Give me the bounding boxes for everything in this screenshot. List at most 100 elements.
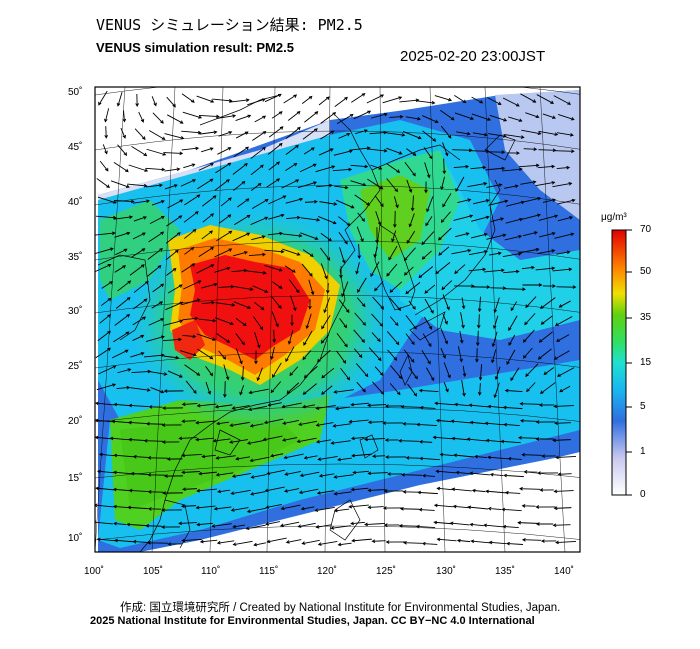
wind-arrow [418,266,434,279]
wind-arrow [145,422,164,426]
wind-arrow [216,114,237,119]
wind-arrow [132,232,146,240]
wind-arrow [398,438,420,443]
wind-arrow [182,487,198,492]
wind-arrow [264,249,285,254]
wind-arrow [417,490,438,495]
wind-arrow [471,96,484,104]
wind-arrow [198,471,217,476]
wind-arrow [557,113,575,121]
wind-arrow [454,264,466,275]
wind-arrow [472,285,491,289]
lon-label-130: 130˚ [436,566,457,577]
wind-arrow [235,317,247,327]
wind-arrow [553,350,570,360]
wind-arrow [521,504,536,508]
wind-arrow [252,130,267,141]
wind-arrow [120,127,127,139]
wind-arrow [506,349,516,366]
title-japanese: VENUS シミュレーション結果: PM2.5 [96,16,363,34]
wind-arrow [114,199,135,204]
wind-arrow [386,331,400,346]
wind-arrow [355,262,360,275]
wind-arrow [554,149,575,154]
wind-arrow [422,115,439,123]
wind-arrow [386,263,398,277]
wind-arrow [185,380,197,394]
wind-arrow [468,250,488,256]
wind-arrow [235,333,245,346]
wind-arrow [523,347,533,359]
wind-arrow [438,246,450,256]
wind-arrow [95,486,114,491]
wind-arrow [402,131,422,140]
wind-arrow [390,365,403,380]
wind-arrow [254,301,265,311]
wind-arrow [196,95,215,103]
wind-arrow [398,524,419,528]
wind-arrow [302,383,317,396]
wind-arrow [406,230,416,244]
wind-arrow [112,487,131,492]
wind-arrow [488,133,507,138]
wind-arrow [253,542,266,547]
wind-arrow [270,295,282,310]
wind-arrow [332,423,351,428]
wind-arrow [457,346,463,363]
wind-arrow [114,538,133,543]
wind-arrow [399,506,420,511]
wind-arrow [117,280,132,292]
wind-arrow [340,367,350,381]
wind-arrow [508,116,523,122]
wind-arrow [552,267,573,272]
wind-arrow [440,176,445,191]
wind-arrow [179,350,197,357]
wind-arrow [248,405,268,411]
wind-arrow [320,247,331,261]
wind-arrow [520,93,537,103]
wind-arrow [96,469,115,474]
wind-arrow [521,452,542,457]
wind-arrow [351,538,372,543]
wind-arrow [476,314,481,329]
wind-arrow [232,251,248,257]
wind-arrow [370,112,388,119]
wind-arrow [235,131,249,139]
wind-arrow [268,213,285,220]
wind-arrow [375,211,382,226]
wind-arrow [556,334,570,342]
wind-arrow [299,163,317,173]
wind-arrow [367,471,388,476]
wind-arrow [386,178,398,193]
wind-arrow [266,469,285,475]
wind-arrow [133,216,147,222]
wind-arrow [165,231,181,244]
wind-arrow [540,315,553,325]
wind-arrow [115,248,128,256]
wind-arrow [146,264,162,277]
wind-arrow [434,401,455,406]
wind-arrow [374,280,384,292]
wind-arrow [475,330,480,347]
wind-arrow [341,281,349,298]
wind-arrow [468,403,489,408]
wind-arrow [356,226,364,243]
wind-arrow [111,419,130,424]
wind-arrow [296,437,317,444]
wind-arrow [453,453,474,458]
wind-arrow [135,93,139,107]
wind-arrow [321,385,333,395]
wind-arrow [542,113,557,119]
wind-arrow [439,452,454,457]
wind-arrow [348,419,369,424]
wind-arrow [167,199,184,209]
wind-arrow [522,283,543,287]
wind-arrow [117,368,132,374]
wind-arrow [408,300,416,310]
wind-arrow [337,457,352,462]
wind-arrow [454,402,470,407]
wind-arrow [286,382,300,394]
wind-arrow [558,300,571,308]
wind-arrow [161,440,180,444]
wind-arrow [371,332,381,343]
